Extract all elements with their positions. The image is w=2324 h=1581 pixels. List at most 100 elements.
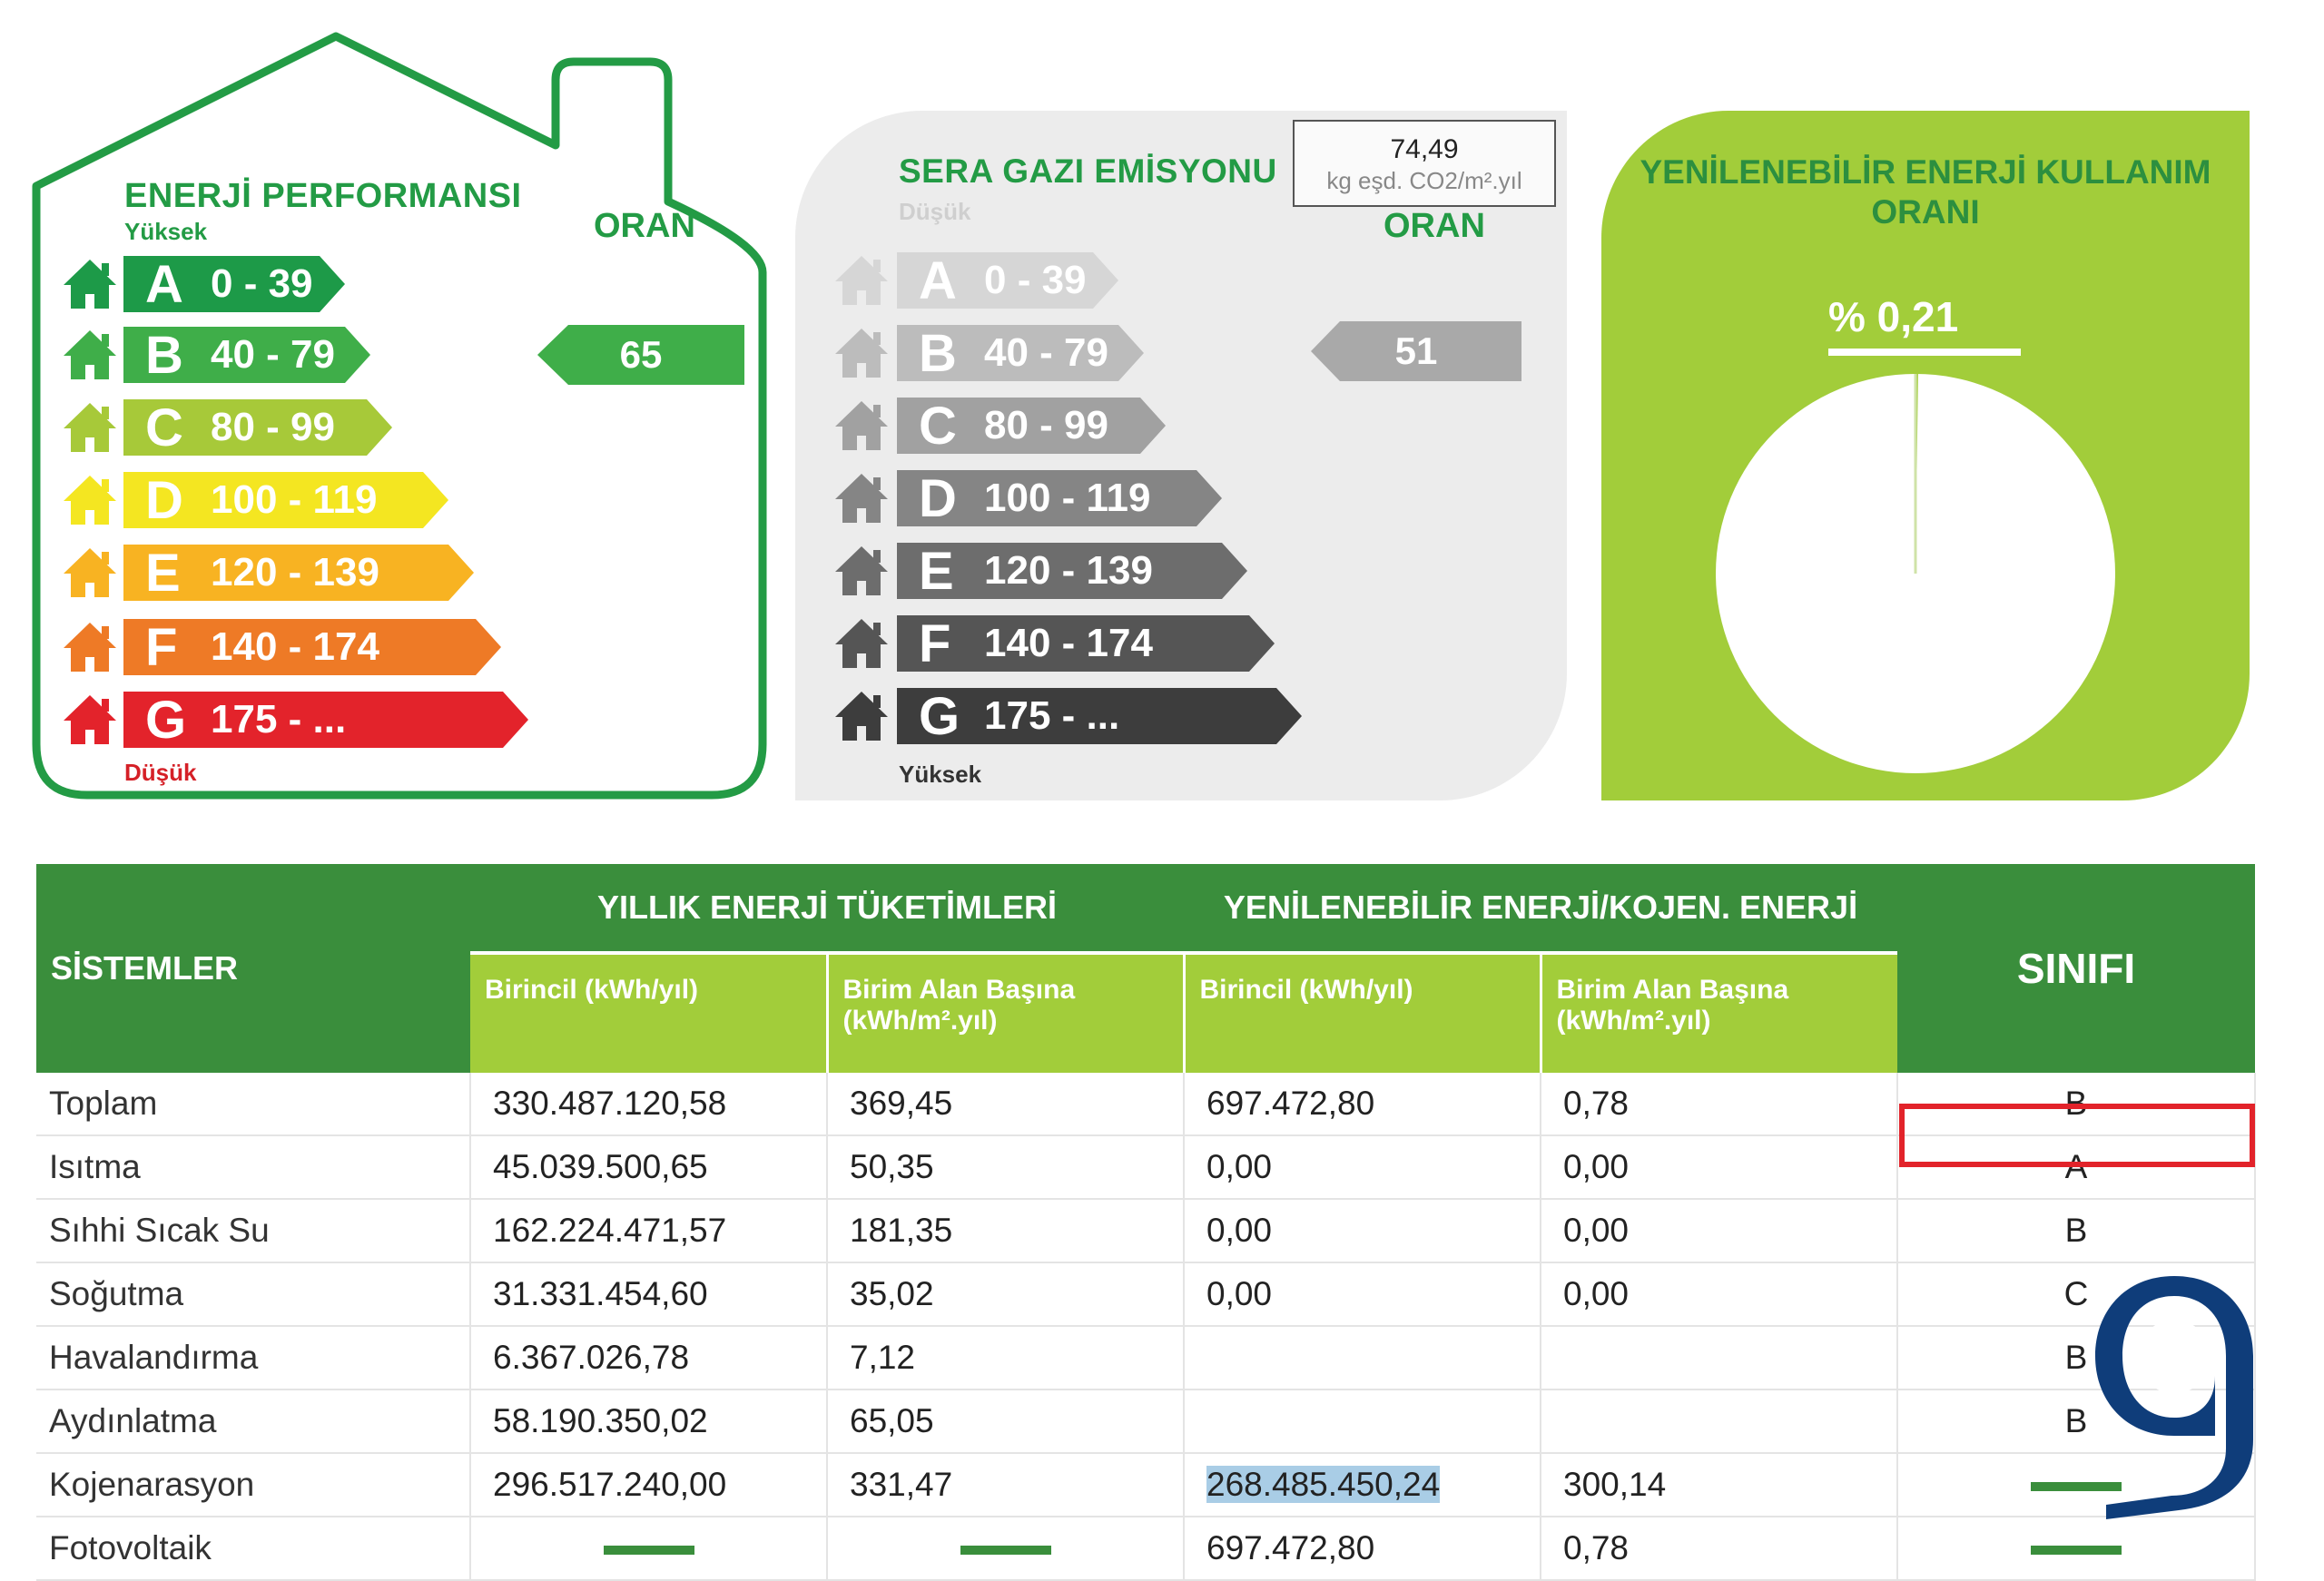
ghg-class-e: E 120 - 139	[897, 542, 1247, 601]
renewable-title-line2: ORANI	[1871, 193, 1980, 231]
cell-name: Kojenarasyon	[36, 1453, 471, 1517]
class-letter: D	[145, 470, 183, 530]
cell-ren-per_area: 0,00	[1541, 1199, 1898, 1263]
ghg-value-box: 74,49 kg eşd. CO2/m².yıl	[1293, 120, 1556, 207]
renewable-title-line1: YENİLENEBİLİR ENERJİ KULLANIM	[1640, 153, 2211, 191]
class-range: 0 - 39	[211, 261, 313, 306]
g-logo-icon	[2095, 1276, 2253, 1519]
cell-per-area: 65,05	[827, 1390, 1185, 1454]
energy-low-label: Düşük	[124, 759, 197, 786]
cell-name: Sıhhi Sıcak Su	[36, 1199, 471, 1263]
renewable-title: YENİLENEBİLİR ENERJİ KULLANIM ORANI	[1601, 152, 2250, 232]
class-letter: B	[919, 323, 957, 383]
house-icon	[62, 256, 118, 312]
table-row: Kojenarasyon 296.517.240,00 331,47 268.485.…	[36, 1453, 2256, 1517]
class-letter: C	[145, 398, 183, 457]
cell-ren-per_area	[1541, 1390, 1898, 1454]
ghg-panel	[795, 111, 1567, 800]
header-annual: YILLIK ENERJİ TÜKETİMLERİ	[470, 864, 1184, 955]
ghg-box-value: 74,49	[1390, 134, 1459, 164]
ghg-title: SERA GAZI EMİSYONU	[899, 152, 1277, 190]
renewable-pie	[1716, 374, 2115, 773]
ghg-class-b: B 40 - 79	[897, 323, 1144, 383]
house-icon	[833, 325, 890, 381]
ghg-class-d: D 100 - 119	[897, 468, 1222, 528]
energy-class-e: E 120 - 139	[123, 543, 474, 603]
class-range: 140 - 174	[211, 624, 379, 669]
header-per-area-1-line2: (kWh/m².yıl)	[842, 1006, 998, 1036]
cell-primary: 45.039.500,65	[470, 1135, 828, 1200]
table-row: Toplam 330.487.120,58 369,45 697.472,80 0,78…	[36, 1073, 2256, 1136]
highlight-box	[1899, 1104, 2255, 1167]
table-row: Isıtma 45.039.500,65 50,35 0,00 0,00 A	[36, 1135, 2256, 1200]
table-row: Sıhhi Sıcak Su 162.224.471,57 181,35 0,00 0,…	[36, 1199, 2256, 1263]
marker-arrow-shape	[1311, 321, 1521, 381]
cell-primary: 31.331.454,60	[470, 1262, 828, 1327]
cell-name: Isıtma	[36, 1135, 471, 1200]
cell-ren-primary	[1184, 1390, 1541, 1454]
class-letter: E	[145, 543, 181, 603]
energy-class-a: A 0 - 39	[123, 254, 345, 314]
ghg-value: 51	[1394, 329, 1438, 372]
table-row: Fotovoltaik 697.472,80 0,78	[36, 1517, 2256, 1581]
cell-class: B	[1897, 1073, 2256, 1136]
cell-name: Toplam	[36, 1073, 471, 1136]
house-icon	[833, 252, 890, 309]
cell-per-area: 35,02	[827, 1262, 1185, 1327]
cell-per-area: 181,35	[827, 1199, 1185, 1263]
cell-per-area: 7,12	[827, 1326, 1185, 1390]
cell-ren-per_area: 0,00	[1541, 1135, 1898, 1200]
cell-name: Aydınlatma	[36, 1390, 471, 1454]
energy-value-marker: 65	[537, 325, 744, 385]
cell-class: B	[1897, 1199, 2256, 1263]
cell-per-area: 331,47	[827, 1453, 1185, 1517]
cell-ren-primary: 0,00	[1184, 1135, 1541, 1200]
cell-per-area: 369,45	[827, 1073, 1185, 1136]
cell-ren-per_area: 0,78	[1541, 1073, 1898, 1136]
class-range: 40 - 79	[211, 332, 335, 377]
cell-name: Havalandırma	[36, 1326, 471, 1390]
cell-primary: 296.517.240,00	[470, 1453, 828, 1517]
cell-ren-primary: 268.485.450,24	[1184, 1453, 1541, 1517]
cell-ren-primary: 697.472,80	[1184, 1073, 1541, 1136]
cell-class	[1897, 1517, 2256, 1581]
table-row: Soğutma 31.331.454,60 35,02 0,00 0,00 C	[36, 1262, 2256, 1327]
cell-primary: 6.367.026,78	[470, 1326, 828, 1390]
marker-arrow-shape	[537, 325, 744, 385]
class-letter: F	[145, 617, 178, 677]
house-icon	[62, 472, 118, 528]
class-range: 100 - 119	[211, 477, 378, 522]
class-letter: D	[919, 468, 957, 528]
header-renewable: YENİLENEBİLİR ENERJİ/KOJEN. ENERJİ	[1184, 864, 1897, 955]
header-systems: SİSTEMLER	[36, 864, 470, 1073]
renewable-value: % 0,21	[1828, 293, 1959, 340]
ghg-class-g: G 175 - ...	[897, 687, 1302, 746]
header-per-area-1-line1: Birim Alan Başına	[842, 975, 1076, 1005]
class-range: 175 - ...	[984, 693, 1120, 738]
cell-primary: 58.190.350,02	[470, 1390, 828, 1454]
ghg-high-label: Yüksek	[899, 761, 982, 788]
class-letter: A	[145, 254, 183, 314]
dash-marker	[960, 1546, 1051, 1556]
dash-marker	[2031, 1546, 2122, 1556]
cell-ren-per_area: 0,78	[1541, 1517, 1898, 1581]
header-per-area-2-line2: (kWh/m².yıl)	[1556, 1006, 1711, 1036]
cell-ren-primary: 697.472,80	[1184, 1517, 1541, 1581]
cell-per-area	[827, 1517, 1185, 1581]
house-icon	[62, 545, 118, 601]
ghg-class-a: A 0 - 39	[897, 250, 1118, 310]
class-letter: A	[919, 250, 957, 310]
ghg-class-c: C 80 - 99	[897, 397, 1166, 456]
class-letter: G	[145, 690, 187, 750]
header-per-area-1: Birim Alan Başına (kWh/m².yıl)	[827, 953, 1186, 1073]
ghg-oran-label: ORAN	[1384, 207, 1485, 245]
table-row: Aydınlatma 58.190.350,02 65,05 B	[36, 1390, 2256, 1454]
dash-marker	[603, 1546, 694, 1556]
energy-oran-label: ORAN	[594, 207, 695, 245]
house-icon	[833, 615, 890, 672]
cell-primary: 330.487.120,58	[470, 1073, 828, 1136]
house-icon	[833, 398, 890, 454]
cell-ren-per_area: 0,00	[1541, 1262, 1898, 1327]
energy-high-label: Yüksek	[124, 218, 208, 245]
class-range: 140 - 174	[984, 621, 1153, 665]
